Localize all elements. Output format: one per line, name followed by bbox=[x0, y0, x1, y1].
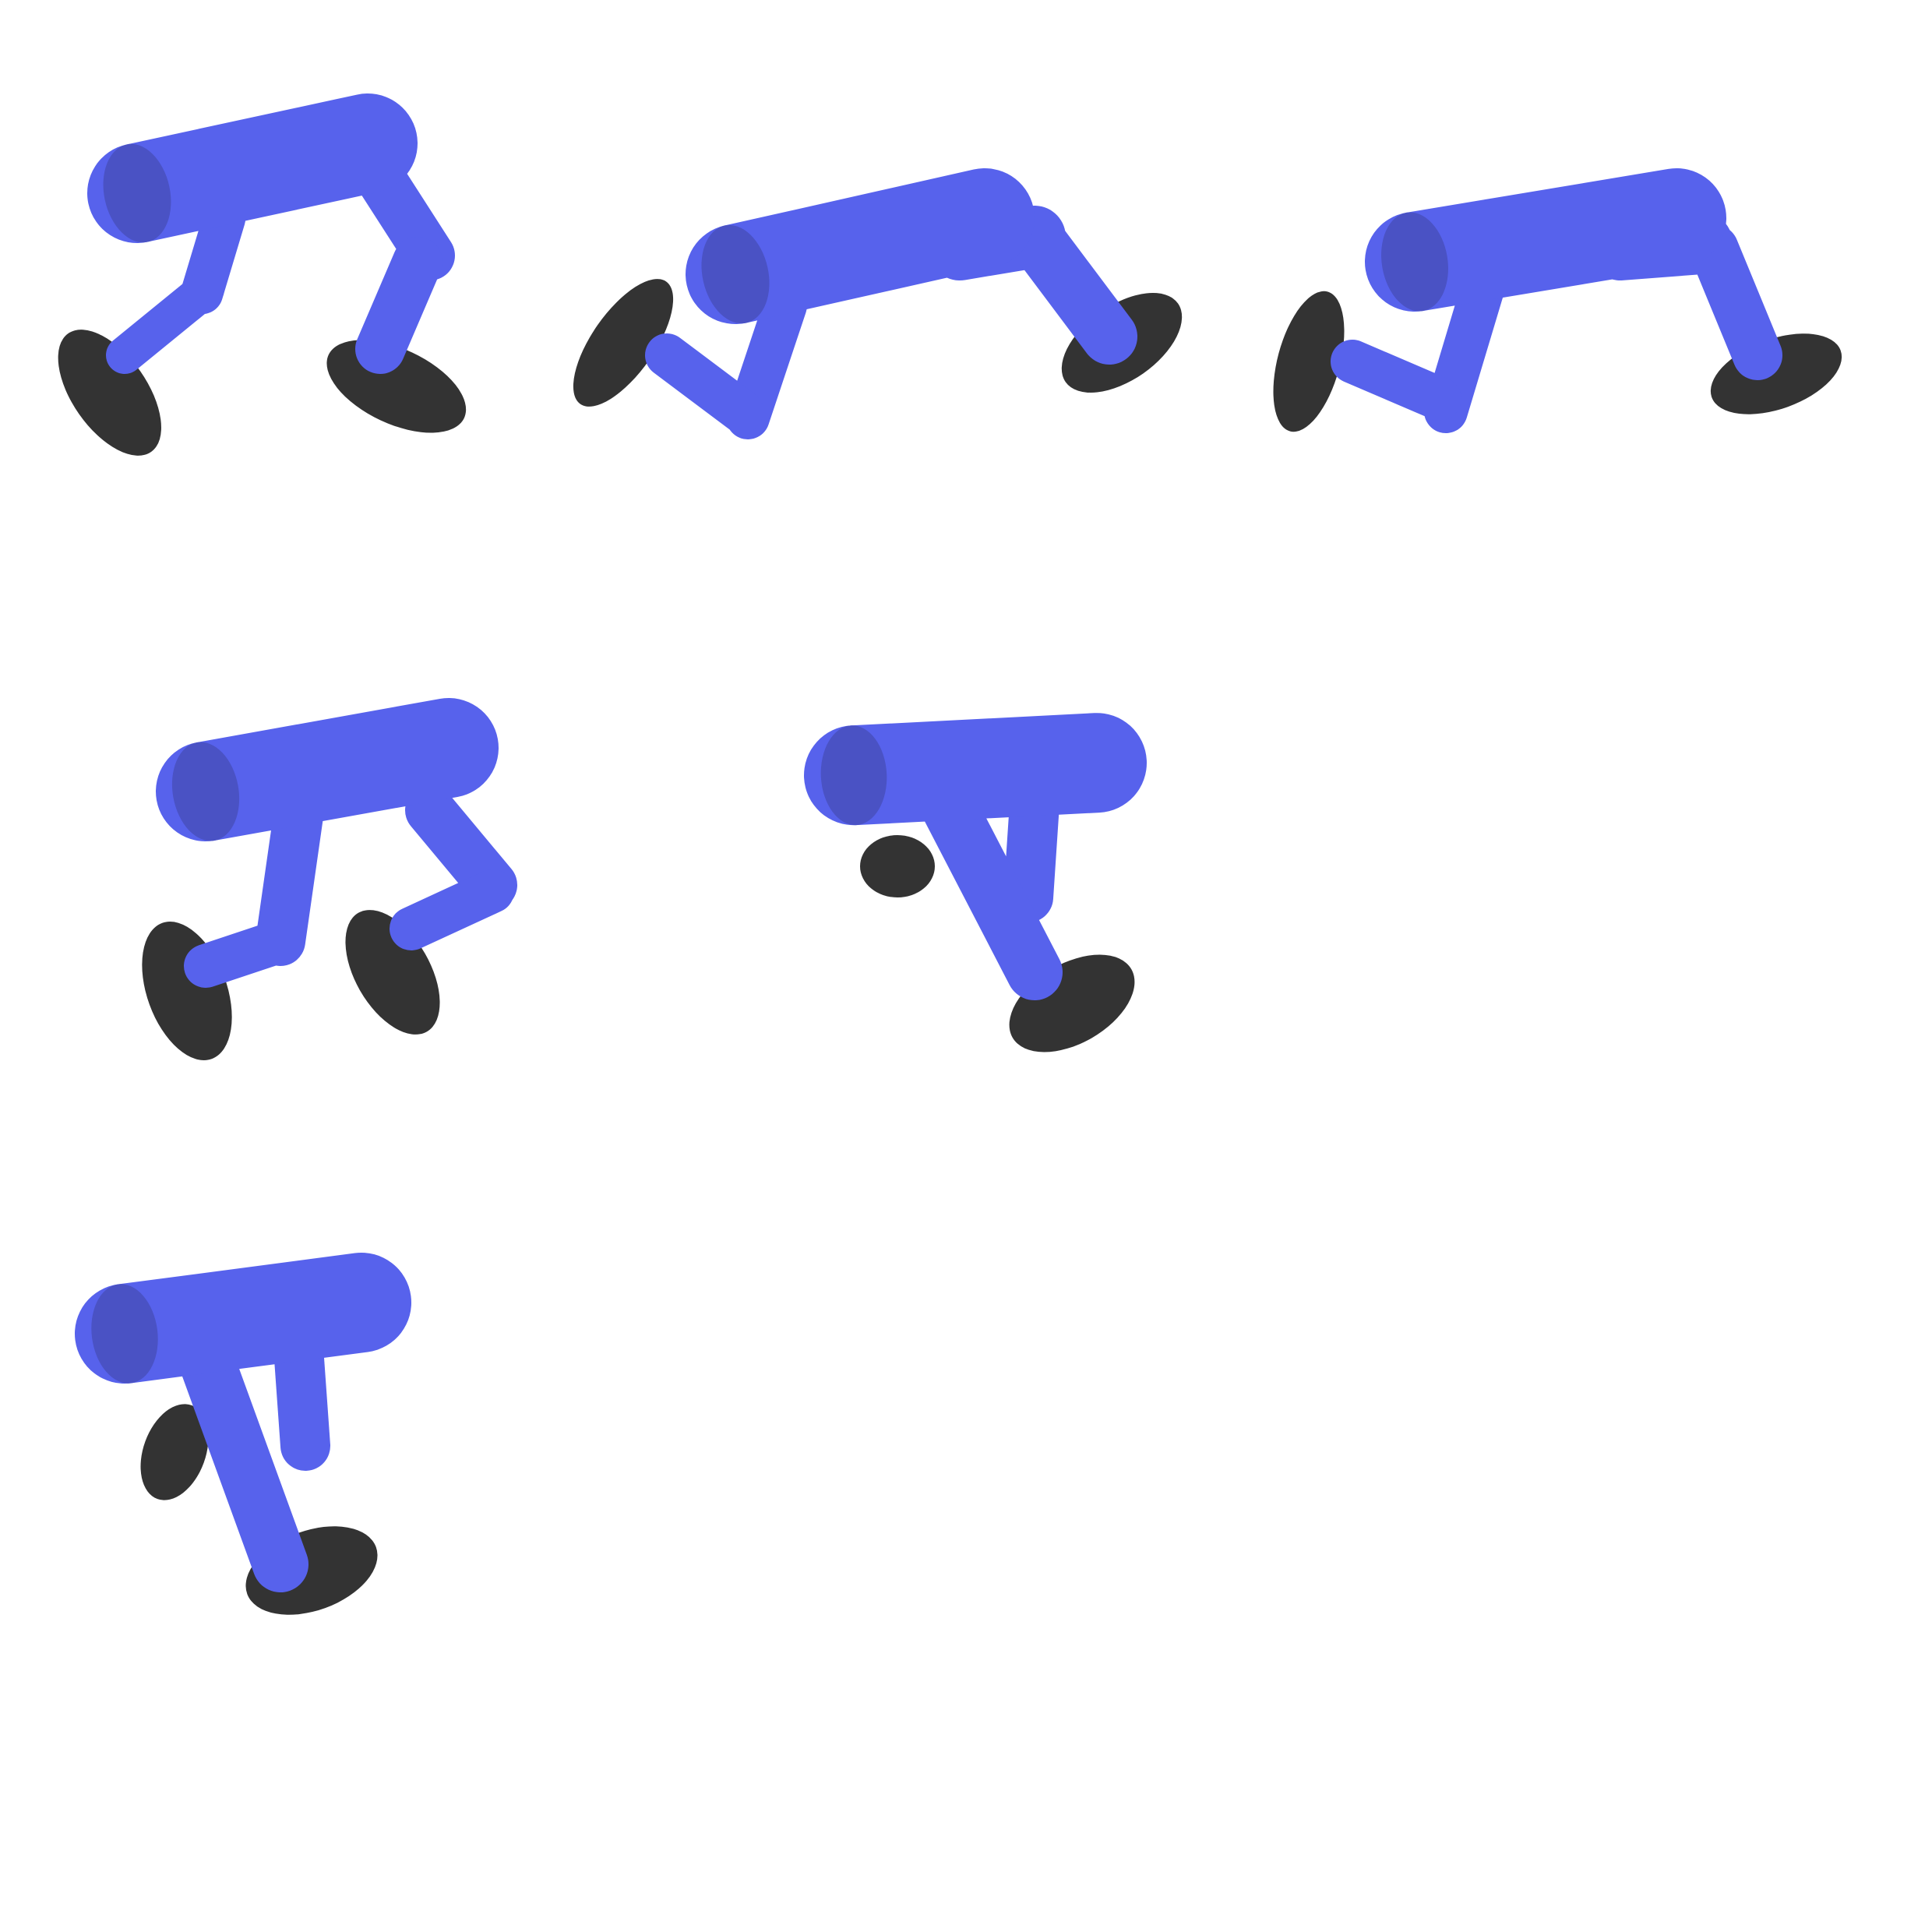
leg-segment bbox=[1003, 779, 1059, 922]
leg-segment bbox=[184, 919, 302, 988]
leg-segment bbox=[355, 237, 442, 374]
torso bbox=[1365, 168, 1726, 312]
foot bbox=[140, 1404, 209, 1500]
robot bbox=[75, 1253, 411, 1615]
leg-segment bbox=[106, 270, 224, 374]
robot bbox=[1273, 168, 1842, 433]
torso bbox=[686, 168, 1035, 324]
torso-cap bbox=[103, 143, 171, 243]
torso-cap bbox=[171, 742, 240, 841]
torso-cap bbox=[820, 725, 887, 826]
torso bbox=[156, 698, 499, 841]
torso bbox=[804, 713, 1147, 826]
foot bbox=[860, 835, 935, 897]
leg-segment bbox=[1331, 340, 1461, 421]
robot bbox=[58, 93, 467, 456]
foot bbox=[142, 922, 232, 1060]
torso bbox=[87, 93, 418, 243]
torso bbox=[75, 1253, 411, 1384]
leg-segment bbox=[919, 776, 1063, 1000]
leg-segment bbox=[178, 1331, 308, 1592]
foot bbox=[58, 330, 161, 456]
leg-segment bbox=[1689, 224, 1782, 380]
leg-segment bbox=[274, 1334, 330, 1471]
robot bbox=[573, 168, 1183, 439]
torso-cap bbox=[701, 224, 770, 324]
leg-segment bbox=[390, 869, 514, 950]
robot bbox=[142, 698, 517, 1060]
torso-cap bbox=[1381, 212, 1448, 312]
robot bbox=[804, 713, 1147, 1052]
leg-segment bbox=[645, 333, 763, 433]
leg-segment bbox=[1007, 209, 1137, 365]
foot bbox=[1273, 291, 1345, 432]
foot bbox=[573, 279, 674, 407]
torso-cap bbox=[91, 1284, 158, 1384]
leg-segment bbox=[256, 785, 324, 966]
